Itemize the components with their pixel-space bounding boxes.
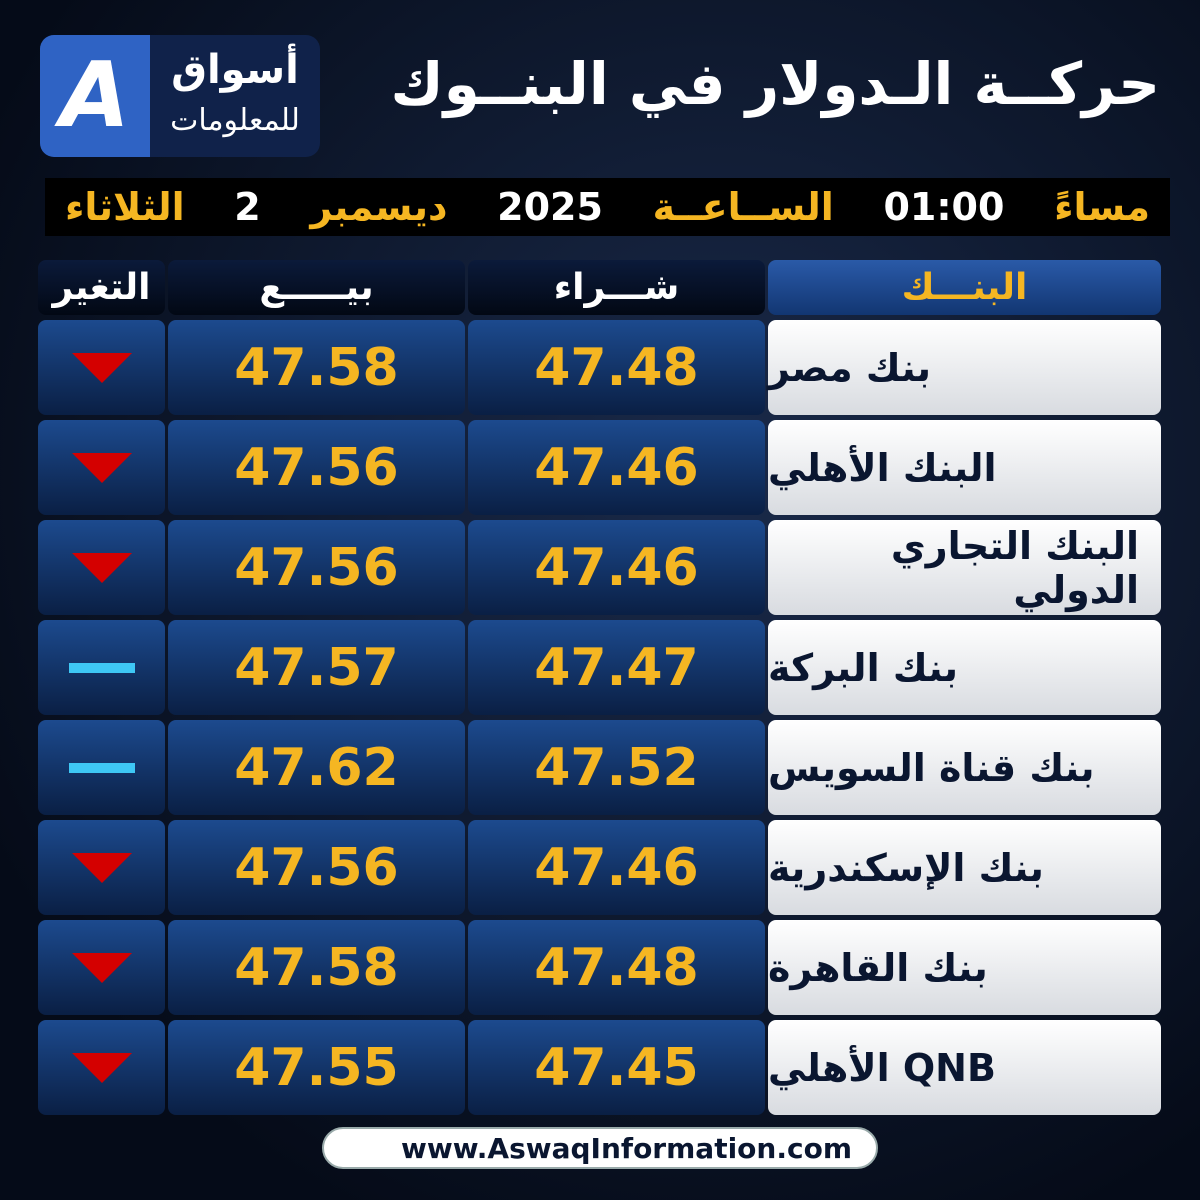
day: الثلاثاء	[65, 185, 185, 229]
bank-name: بنك مصر	[768, 320, 1161, 415]
sell-rate: 47.62	[168, 720, 465, 815]
title: حركــة الـدولار في البنــوك	[390, 50, 1160, 118]
date: 2	[234, 185, 261, 229]
sell-rate: 47.56	[168, 420, 465, 515]
change-cell	[38, 1020, 165, 1115]
bank-name: البنك الأهلي	[768, 420, 1161, 515]
change-indicator	[71, 952, 132, 983]
period: مساءً	[1054, 185, 1150, 229]
change-cell	[38, 420, 165, 515]
logo-text: أسواق	[171, 47, 299, 93]
change-icon	[71, 552, 132, 583]
buy-rate: 47.46	[468, 420, 765, 515]
buy-rate: 47.47	[468, 620, 765, 715]
sell-rate: 47.58	[168, 320, 465, 415]
bank-name: البنك التجاري الدولي	[768, 520, 1161, 615]
change-icon	[71, 352, 132, 383]
sell-rate: 47.56	[168, 520, 465, 615]
month: ديسمبر	[310, 185, 448, 229]
buy-rate: 47.45	[468, 1020, 765, 1115]
buy-rate: 47.46	[468, 820, 765, 915]
change-icon	[68, 762, 135, 773]
sell-rate: 47.56	[168, 820, 465, 915]
buy-rate: 47.48	[468, 320, 765, 415]
change-indicator	[71, 452, 132, 483]
column-header: بيـــــع	[168, 260, 465, 315]
bank-name: بنك البركة	[768, 620, 1161, 715]
sell-rate: 47.55	[168, 1020, 465, 1115]
change-cell	[38, 320, 165, 415]
column-header: شـــراء	[468, 260, 765, 315]
bank-name: بنك القاهرة	[768, 920, 1161, 1015]
change-icon	[68, 662, 135, 673]
footer-url: www.AswaqInformation.com	[322, 1127, 878, 1169]
year: 2025	[497, 185, 603, 229]
sell-rate: 47.57	[168, 620, 465, 715]
change-cell	[38, 720, 165, 815]
date-line: الثلاثاء 2 ديسمبر 2025 الســاعــة 01:00 …	[45, 178, 1170, 236]
sell-rate: 47.58	[168, 920, 465, 1015]
buy-rate: 47.52	[468, 720, 765, 815]
change-cell	[38, 820, 165, 915]
logo: A أسواق للمعلومات	[40, 35, 320, 157]
buy-rate: 47.46	[468, 520, 765, 615]
column-header: البنـــك	[768, 260, 1161, 315]
bank-name: QNB الأهلي	[768, 1020, 1161, 1115]
change-icon	[71, 952, 132, 983]
change-indicator	[71, 352, 132, 383]
change-icon	[71, 452, 132, 483]
change-indicator	[68, 662, 135, 673]
change-icon	[71, 852, 132, 883]
time-label: الســاعــة	[652, 185, 834, 229]
change-cell	[38, 520, 165, 615]
change-indicator	[71, 1052, 132, 1083]
change-cell	[38, 920, 165, 1015]
change-indicator	[71, 552, 132, 583]
change-cell	[38, 620, 165, 715]
change-indicator	[68, 762, 135, 773]
logo-text: للمعلومات	[170, 103, 300, 138]
bank-name: بنك الإسكندرية	[768, 820, 1161, 915]
column-header: التغير	[38, 260, 165, 315]
time: 01:00	[883, 185, 1005, 229]
logo-mark: A	[40, 35, 150, 157]
bank-name: بنك قناة السويس	[768, 720, 1161, 815]
change-indicator	[71, 852, 132, 883]
buy-rate: 47.48	[468, 920, 765, 1015]
change-icon	[71, 1052, 132, 1083]
